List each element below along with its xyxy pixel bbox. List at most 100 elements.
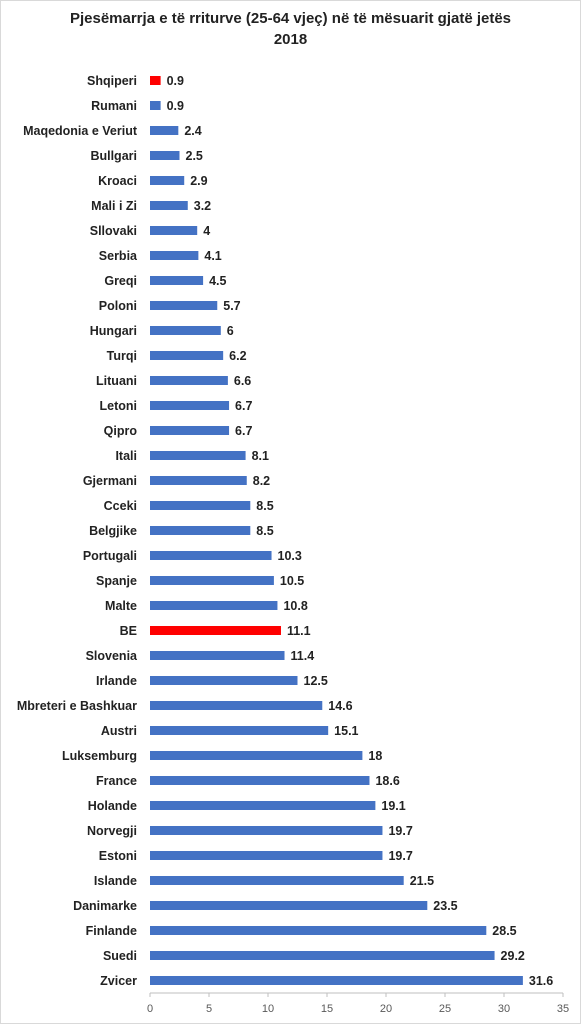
bar [150, 626, 281, 635]
bar [150, 801, 376, 810]
data-label: 5.7 [223, 299, 240, 313]
category-label: Finlande [86, 924, 137, 938]
category-label: Turqi [107, 349, 137, 363]
x-tick-label: 20 [380, 1003, 392, 1015]
x-tick-label: 10 [262, 1003, 274, 1015]
data-label: 21.5 [410, 874, 434, 888]
bar [150, 676, 298, 685]
bar [150, 176, 185, 185]
data-label: 6.7 [235, 424, 252, 438]
data-label: 12.5 [304, 674, 328, 688]
bar [150, 551, 272, 560]
category-label: Islande [94, 874, 137, 888]
bar [150, 826, 383, 835]
bar [150, 76, 161, 85]
data-label: 11.4 [291, 649, 315, 663]
category-label: Norvegji [87, 824, 137, 838]
data-label: 0.9 [167, 99, 184, 113]
bar [150, 101, 161, 110]
data-label: 14.6 [328, 699, 352, 713]
category-label: Spanje [96, 574, 137, 588]
bar [150, 451, 246, 460]
bar [150, 201, 188, 210]
bar [150, 601, 278, 610]
category-label: Suedi [103, 949, 137, 963]
data-label: 4.5 [209, 274, 226, 288]
category-label: Mbreteri e Bashkuar [17, 699, 137, 713]
category-label: Estoni [99, 849, 137, 863]
data-label: 28.5 [492, 924, 516, 938]
data-label: 19.1 [381, 799, 405, 813]
data-label: 6.7 [235, 399, 252, 413]
data-label: 18.6 [375, 774, 399, 788]
data-label: 3.2 [194, 199, 211, 213]
category-label: Luksemburg [62, 749, 137, 763]
category-label: Holande [88, 799, 137, 813]
bar [150, 726, 329, 735]
bar [150, 376, 228, 385]
x-tick-label: 5 [206, 1003, 212, 1015]
bar [150, 501, 251, 510]
bar [150, 326, 221, 335]
category-label: Portugali [83, 549, 137, 563]
data-label: 2.9 [190, 174, 207, 188]
chart-title-line2: 2018 [273, 31, 308, 48]
bar [150, 926, 487, 935]
data-label: 0.9 [167, 74, 184, 88]
category-label: Qipro [104, 424, 138, 438]
data-label: 31.6 [529, 974, 553, 988]
data-label: 29.2 [501, 949, 525, 963]
bar [150, 951, 495, 960]
bar [150, 701, 323, 710]
x-tick-label: 25 [439, 1003, 451, 1015]
bar [150, 226, 198, 235]
data-label: 8.5 [256, 499, 273, 513]
bar [150, 151, 180, 160]
data-label: 19.7 [388, 824, 412, 838]
bar [150, 401, 230, 410]
category-label: Rumani [91, 99, 137, 113]
category-label: Itali [115, 449, 137, 463]
category-label: Maqedonia e Veriut [23, 124, 138, 138]
category-label: Letoni [100, 399, 138, 413]
data-label: 4.1 [204, 249, 221, 263]
category-label: Kroaci [98, 174, 137, 188]
x-tick-label: 15 [321, 1003, 333, 1015]
data-label: 6 [227, 324, 234, 338]
data-label: 6.2 [229, 349, 246, 363]
bar [150, 301, 218, 310]
category-label: Danimarke [73, 899, 137, 913]
data-label: 8.2 [253, 474, 270, 488]
data-label: 8.1 [252, 449, 269, 463]
data-label: 2.4 [184, 124, 201, 138]
data-label: 15.1 [334, 724, 358, 738]
data-label: 6.6 [234, 374, 251, 388]
category-label: Hungari [90, 324, 137, 338]
chart-title-line1: Pjesëmarrja e të rriturve (25-64 vjeç) n… [69, 10, 512, 27]
bar [150, 251, 199, 260]
category-label: Belgjike [89, 524, 137, 538]
data-label: 4 [203, 224, 210, 238]
bar [150, 351, 224, 360]
bar [150, 426, 230, 435]
category-label: Irlande [96, 674, 137, 688]
bar [150, 476, 247, 485]
bar [150, 901, 428, 910]
category-label: Slovenia [86, 649, 138, 663]
category-label: Serbia [99, 249, 138, 263]
category-label: Sllovaki [90, 224, 137, 238]
category-label: France [96, 774, 137, 788]
bar [150, 751, 363, 760]
data-label: 19.7 [388, 849, 412, 863]
x-tick-label: 30 [498, 1003, 510, 1015]
bar [150, 276, 204, 285]
bar [150, 876, 404, 885]
bar [150, 651, 285, 660]
data-label: 23.5 [433, 899, 457, 913]
bar [150, 851, 383, 860]
category-label: Malte [105, 599, 137, 613]
x-tick-label: 35 [557, 1003, 569, 1015]
chart-title: Pjesëmarrja e të rriturve (25-64 vjeç) n… [0, 8, 581, 50]
category-label: Poloni [99, 299, 137, 313]
